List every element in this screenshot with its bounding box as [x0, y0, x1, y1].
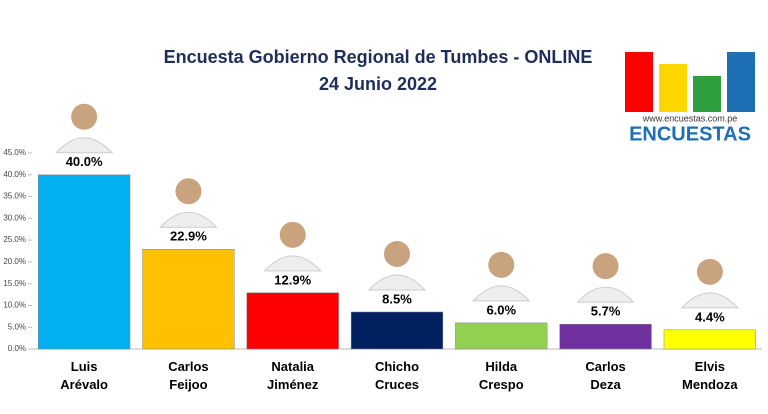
logo: www.encuestas.com.pe ENCUESTAS: [625, 52, 755, 145]
candidate-photo: [576, 286, 635, 303]
bar: [38, 174, 131, 350]
candidate-photo: [367, 274, 427, 291]
x-tick-label: Luis Arévalo: [60, 359, 108, 392]
chart-subtitle: 24 Junio 2022: [319, 74, 437, 94]
y-tick-label: 10.0%: [3, 301, 26, 310]
logo-bar: [693, 76, 721, 112]
value-label: 5.7%: [591, 304, 621, 319]
value-label: 22.9%: [170, 229, 207, 244]
logo-bar: [625, 52, 653, 112]
value-label: 40.0%: [66, 154, 103, 169]
logo-bar: [659, 64, 687, 112]
logo-name: ENCUESTAS: [629, 123, 751, 145]
candidate-photo: [488, 251, 515, 278]
y-tick-label: 30.0%: [3, 213, 26, 222]
bar: [142, 249, 235, 350]
candidate-photo: [592, 253, 619, 280]
y-tick-label: 15.0%: [3, 279, 26, 288]
candidate-photo: [384, 240, 410, 267]
bar: [663, 329, 756, 350]
x-tick-label: Chicho Cruces: [375, 359, 419, 392]
bar: [246, 292, 339, 350]
y-tick-label: 35.0%: [3, 192, 26, 201]
value-label: 12.9%: [274, 272, 311, 287]
y-tick-label: 40.0%: [3, 170, 26, 179]
y-tick-label: 20.0%: [3, 257, 26, 266]
candidate-photo: [71, 103, 98, 130]
x-tick-label: Carlos Feijoo: [168, 359, 208, 392]
y-tick-label: 25.0%: [3, 235, 26, 244]
candidate-photo: [263, 255, 322, 272]
candidate-photo: [54, 137, 114, 154]
y-tick-label: 5.0%: [8, 322, 26, 331]
y-tick-label: 45.0%: [3, 148, 26, 157]
candidate-photo: [680, 292, 740, 309]
candidate-photo: [175, 178, 202, 205]
x-tick-label: Elvis Mendoza: [682, 359, 738, 392]
logo-bar: [727, 52, 755, 112]
x-tick-label: Natalia Jiménez: [267, 359, 319, 392]
value-label: 4.4%: [695, 309, 725, 324]
bar: [559, 323, 652, 350]
chart-title: Encuesta Gobierno Regional de Tumbes - O…: [164, 47, 593, 67]
bar: [455, 322, 548, 350]
value-label: 8.5%: [382, 291, 412, 306]
y-tick-label: 0.0%: [8, 344, 26, 353]
candidate-photo: [279, 221, 306, 248]
x-tick-label: Hilda Crespo: [479, 359, 524, 392]
bar: [350, 311, 444, 350]
candidate-photo: [472, 285, 531, 302]
value-label: 6.0%: [486, 302, 516, 317]
candidate-photo: [159, 211, 218, 228]
candidate-photo: [696, 258, 723, 285]
logo-url: www.encuestas.com.pe: [642, 113, 738, 123]
x-tick-label: Carlos Deza: [585, 359, 625, 392]
